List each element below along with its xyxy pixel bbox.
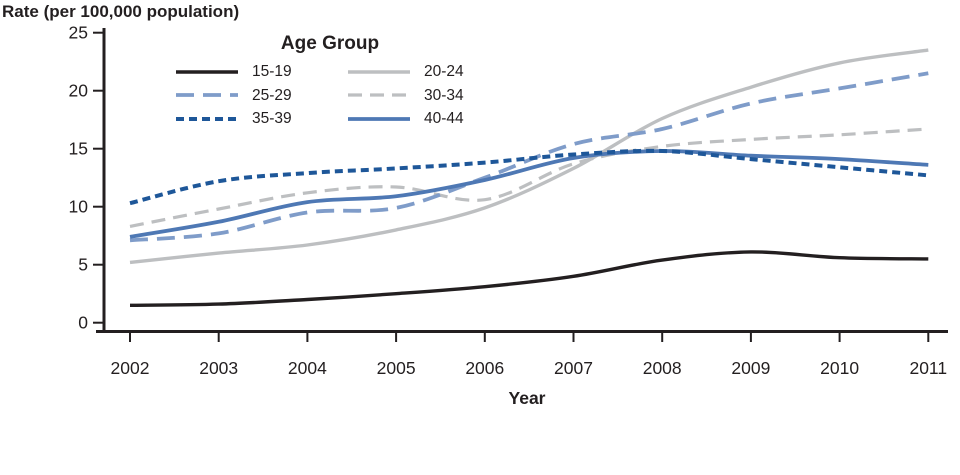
legend-label-40-44: 40-44	[424, 110, 464, 127]
x-tick-label: 2010	[820, 358, 859, 378]
legend-title: Age Group	[280, 33, 380, 54]
legend-label-15-19: 15-19	[252, 63, 292, 80]
legend-swatch-40-44	[348, 116, 410, 121]
x-tick-label: 2009	[731, 358, 770, 378]
series-line-25-29	[129, 71, 929, 243]
y-axis-title: Rate (per 100,000 population)	[2, 2, 240, 21]
x-axis-title: Year	[509, 388, 546, 408]
legend: Age Group 15-19 20-24 25-29 30-34 35-39 40-44	[176, 33, 484, 127]
x-tick-label: 2002	[111, 358, 150, 378]
line-chart: 0 5 10 15 20 25 2002 2003 2004 2005 2006 2007 2008 20…	[69, 23, 948, 408]
y-tick-label: 10	[69, 197, 89, 217]
legend-grid: 15-19 20-24 25-29 30-34 35-39 40-44	[176, 64, 484, 127]
x-tick-label: 2003	[199, 358, 238, 378]
legend-swatch-25-29	[176, 93, 238, 98]
y-tick-label: 15	[69, 139, 88, 159]
series-line-40-44	[129, 149, 929, 239]
y-tick-label: 25	[69, 23, 88, 43]
x-tick-label: 2011	[909, 358, 947, 378]
y-tick-label: 0	[78, 313, 88, 333]
series-line-30-34	[129, 127, 929, 228]
legend-label-30-34: 30-34	[424, 86, 464, 104]
x-tick-label: 2007	[554, 358, 593, 378]
legend-swatch-35-39	[176, 116, 238, 121]
y-tick-label: 5	[78, 255, 88, 275]
y-tick-label: 20	[69, 81, 89, 101]
legend-swatch-20-24	[348, 70, 410, 74]
x-tick-label: 2004	[288, 358, 327, 378]
x-tick-label: 2005	[377, 358, 416, 378]
series-line-35-39	[129, 148, 929, 206]
legend-label-20-24: 20-24	[424, 63, 464, 80]
x-tick-label: 2006	[465, 358, 504, 378]
series-line-15-19	[129, 250, 929, 307]
legend-swatch-30-34	[348, 93, 410, 97]
series-line-20-24	[129, 48, 929, 265]
legend-label-25-29: 25-29	[252, 86, 292, 104]
x-tick-label: 2008	[643, 358, 682, 378]
legend-label-35-39: 35-39	[252, 110, 292, 127]
legend-swatch-15-19	[176, 70, 238, 74]
